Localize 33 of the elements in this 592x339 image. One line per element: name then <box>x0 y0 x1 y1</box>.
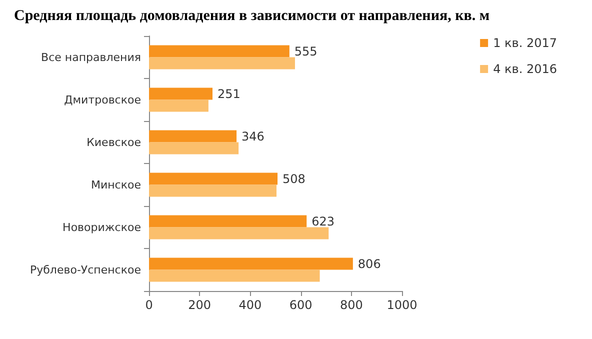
legend-label: 4 кв. 2016 <box>493 62 557 76</box>
bar <box>149 258 353 270</box>
y-tick-label: Рублево-Успенское <box>30 263 142 276</box>
y-tick-label: Все направления <box>41 50 141 64</box>
data-label: 806 <box>358 256 381 271</box>
bar <box>149 172 278 185</box>
x-tick-label: 400 <box>238 298 262 312</box>
x-tick-label: 0 <box>145 298 153 312</box>
data-label: 623 <box>312 214 335 228</box>
y-tick-label: Дмитровское <box>64 93 142 106</box>
bar <box>149 100 208 112</box>
data-label: 251 <box>218 86 240 101</box>
x-tick-label: 200 <box>188 298 212 312</box>
bar <box>149 88 213 100</box>
bar <box>149 215 307 228</box>
bar <box>149 130 237 142</box>
bar <box>149 57 295 70</box>
data-label: 346 <box>242 129 264 144</box>
chart-title: Средняя площадь домовладения в зависимости от направления, кв. м <box>14 8 490 25</box>
x-tick-label: 1000 <box>386 298 418 312</box>
legend-label: 1 кв. 2017 <box>493 36 557 50</box>
bar <box>149 270 320 282</box>
data-label: 508 <box>282 172 306 186</box>
bar <box>149 142 239 154</box>
bar <box>149 227 329 240</box>
y-tick-label: Новорижское <box>62 220 142 234</box>
y-tick-label: Минское <box>90 178 142 192</box>
bar <box>149 184 277 197</box>
data-label: 555 <box>294 44 318 58</box>
x-tick-label: 600 <box>289 298 312 312</box>
x-tick-label: 800 <box>340 298 363 312</box>
y-tick-label: Киевское <box>86 136 142 149</box>
bar <box>149 45 290 58</box>
